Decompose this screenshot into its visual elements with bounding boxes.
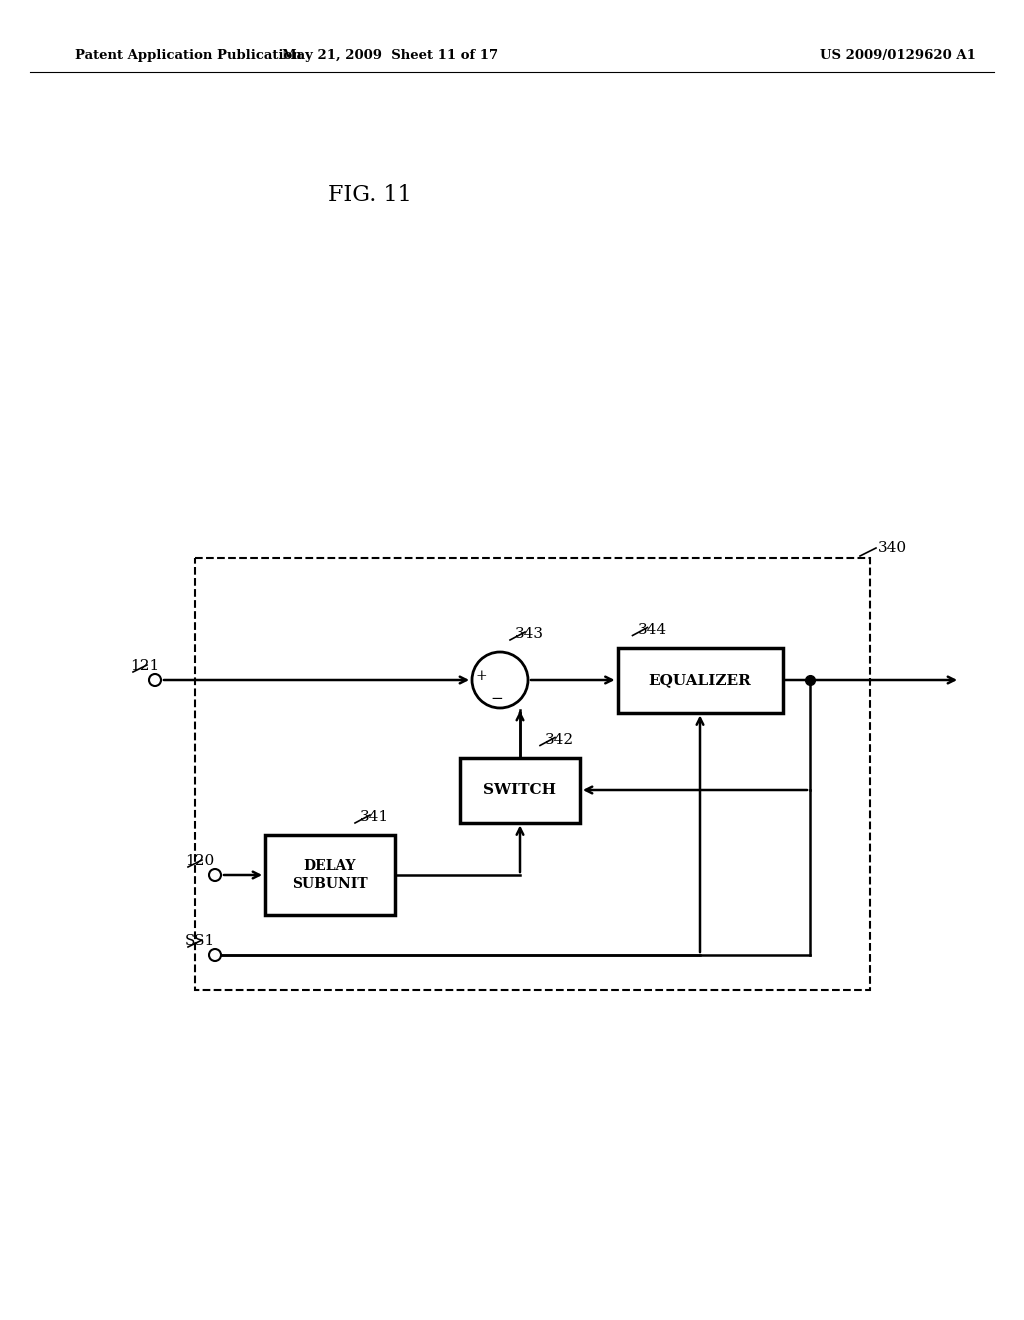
Text: 344: 344	[638, 623, 667, 636]
Text: 343: 343	[515, 627, 544, 642]
Circle shape	[209, 869, 221, 880]
Text: 121: 121	[130, 659, 160, 673]
Bar	[265, 836, 395, 915]
Text: DELAY
SUBUNIT: DELAY SUBUNIT	[292, 859, 368, 891]
Text: US 2009/0129620 A1: US 2009/0129620 A1	[820, 49, 976, 62]
Text: 340: 340	[878, 541, 907, 554]
Text: 342: 342	[545, 733, 574, 747]
Text: May 21, 2009  Sheet 11 of 17: May 21, 2009 Sheet 11 of 17	[282, 49, 498, 62]
Bar	[460, 758, 580, 822]
Text: SWITCH: SWITCH	[483, 783, 556, 797]
Text: −: −	[490, 692, 504, 706]
Circle shape	[150, 675, 161, 686]
Text: +: +	[475, 669, 486, 682]
Text: Patent Application Publication: Patent Application Publication	[75, 49, 302, 62]
Text: 120: 120	[185, 854, 214, 869]
Text: SS1: SS1	[185, 935, 215, 948]
Circle shape	[209, 949, 221, 961]
Circle shape	[472, 652, 528, 708]
Text: FIG. 11: FIG. 11	[328, 183, 412, 206]
Bar	[195, 558, 870, 990]
Text: 341: 341	[360, 810, 389, 824]
Bar	[617, 648, 782, 713]
Text: EQUALIZER: EQUALIZER	[648, 673, 752, 686]
